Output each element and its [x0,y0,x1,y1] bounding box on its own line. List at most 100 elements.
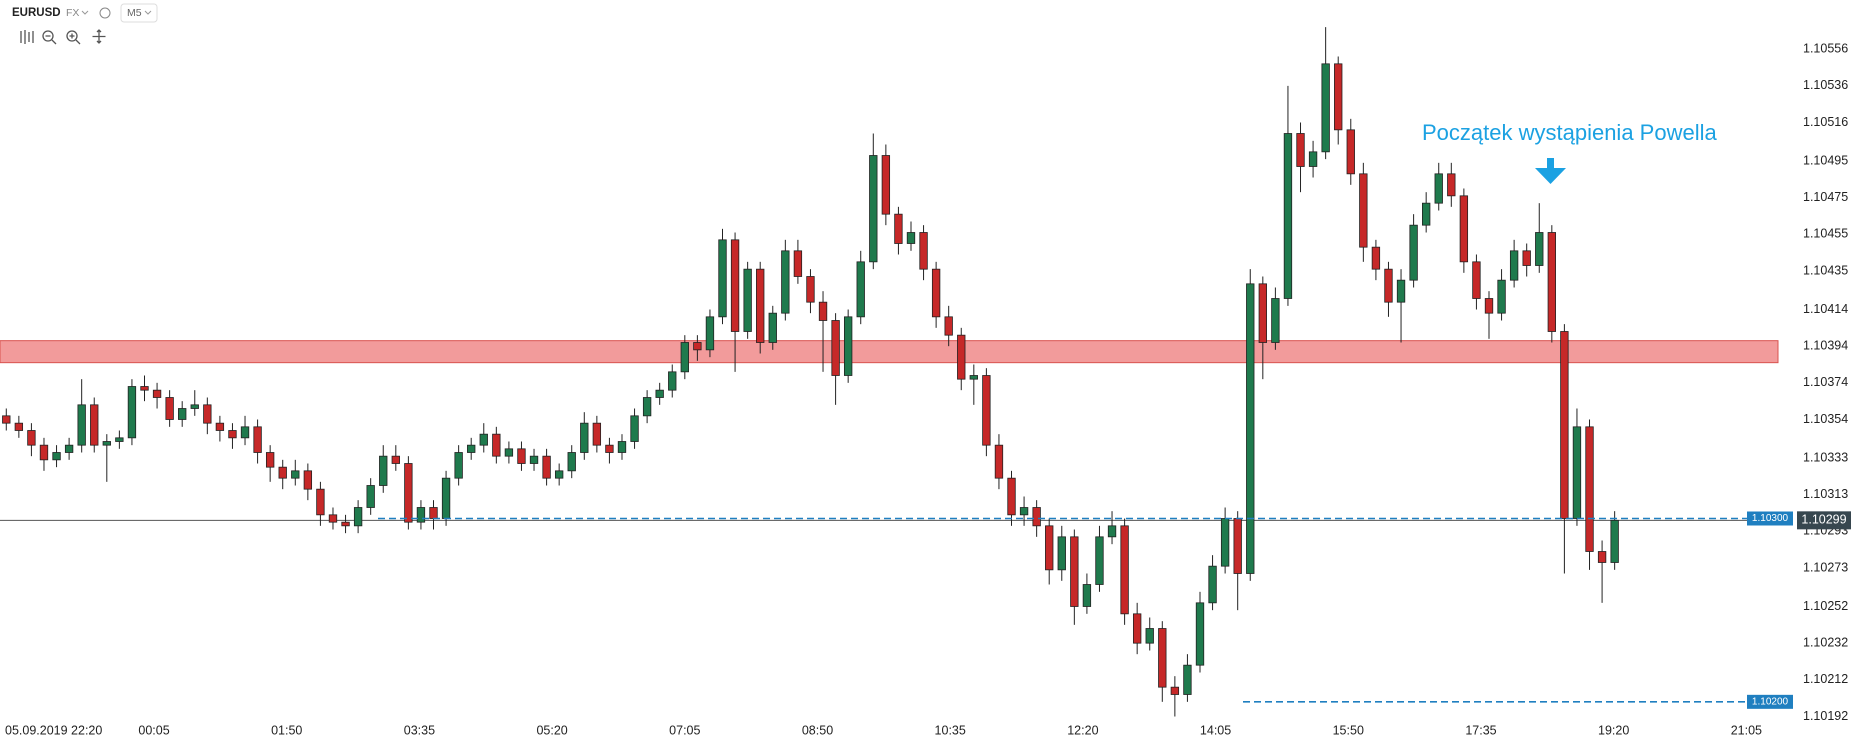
candle-body [1321,63,1330,153]
candle-body [781,250,790,314]
candle-body [1283,133,1293,299]
x-tick-label: 01:50 [271,723,302,737]
annotation-arrow [1535,158,1566,184]
candle-body [1120,525,1129,615]
candle-body [341,521,350,527]
candle-body [391,455,400,464]
candle-body [881,155,891,215]
candle-body [454,452,463,479]
candle-body [353,507,363,527]
candle-body [542,455,551,479]
candle-body [1195,602,1205,666]
header: EURUSD FX M5 [12,3,158,23]
market[interactable]: FX [66,7,79,19]
y-tick-label: 1.10516 [1803,115,1848,129]
candle-body [52,452,61,461]
candle-body [165,397,174,420]
chart-type-icon[interactable] [20,30,34,44]
candle-body [77,404,86,446]
candle-body [1045,525,1054,571]
candle-body [1208,565,1217,604]
candle-body [1158,628,1167,688]
level-tag [1747,694,1793,709]
candle-body [1019,507,1029,516]
candle-body [1296,133,1305,167]
candle-body [190,404,199,409]
candle-body [831,320,840,376]
candle-body [567,452,576,472]
x-tick-label: 17:35 [1465,723,1496,737]
candle-body [90,404,99,446]
candle-body [1007,477,1016,516]
candle-body [228,430,237,439]
candle-body [1422,202,1431,226]
candle-body [265,452,275,468]
candle-body [1359,173,1368,248]
candle-body [1308,151,1318,167]
candle-body [806,276,815,303]
candle-body [240,426,250,439]
candle-body [328,514,338,523]
candle-body [1434,173,1443,204]
candle-body [655,389,664,398]
candle-body [1346,129,1355,175]
y-tick-label: 1.10354 [1803,412,1848,426]
candle-body [467,444,476,453]
candle-body [718,239,727,318]
x-tick-label: 00:05 [138,723,169,737]
candle-body [27,430,36,446]
candle-body [1371,246,1381,270]
y-tick-label: 1.10414 [1803,302,1848,316]
zoom-in-icon[interactable] [66,30,81,45]
candle-body [554,470,564,479]
candle-body [944,316,953,336]
candle-body [680,342,689,373]
timeframe[interactable]: M5 [127,7,142,19]
candle-body [504,448,514,457]
y-tick-label: 1.10394 [1803,338,1848,352]
candle-body [919,232,928,270]
info-icon[interactable] [99,7,111,19]
x-tick-label: 15:50 [1333,723,1364,737]
candle-body [931,268,941,318]
x-tick-label: 14:05 [1200,723,1231,737]
candle-body [115,437,124,442]
candle-body [1610,519,1619,563]
candle-body [1057,536,1066,571]
candle-body [1396,279,1406,303]
timeframe-box[interactable] [120,3,158,23]
candle-body [1560,331,1569,519]
candle-body [1246,283,1255,574]
crosshair-icon[interactable] [92,29,106,44]
last-price-label: 1.10299 [1801,513,1846,527]
candle-body [253,426,262,453]
candle-body [1032,507,1041,527]
symbol[interactable]: EURUSD [12,7,61,19]
y-tick-label: 1.10374 [1803,375,1848,389]
candle-body [278,466,287,479]
y-tick-label: 1.10192 [1803,709,1848,723]
y-tick-label: 1.10536 [1803,78,1848,92]
candle-body [316,488,325,516]
candle-body [152,389,162,398]
x-tick-label: 03:35 [404,723,435,737]
candle-body [617,441,627,453]
candle-body [982,375,991,446]
candle-body [843,316,853,376]
candle-body [705,316,715,351]
candle-body [1107,525,1117,538]
zoom-out-icon[interactable] [42,30,57,45]
candle-body [1472,261,1481,299]
candle-body [1535,232,1544,266]
candle-body [291,470,300,479]
candle-body [1497,279,1506,314]
candle-body [140,386,149,391]
x-tick-label: 05.09.2019 22:20 [5,723,102,737]
x-tick-label: 08:50 [802,723,833,737]
y-tick-label: 1.10475 [1803,190,1848,204]
annotation: Początek wystąpienia Powella [1422,120,1717,145]
candle-body [856,261,865,318]
candle-body [404,463,413,523]
